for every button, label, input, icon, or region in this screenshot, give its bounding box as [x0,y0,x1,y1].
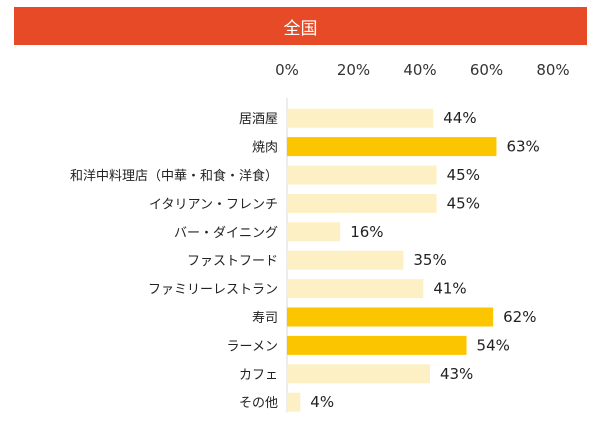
chart-title-bar: 全国 [14,7,587,45]
category-label: ファストフード [187,254,278,269]
category-label: 焼肉 [252,141,278,156]
category-label: その他 [239,396,278,411]
category-label: ファミリーレストラン [148,283,278,298]
bar [287,335,467,355]
category-label: 寿司 [252,311,278,326]
x-tick-label: 0% [275,61,299,79]
x-tick-label: 80% [536,61,569,79]
bar [287,222,341,242]
bar [287,307,494,327]
x-tick-label: 60% [470,61,503,79]
bar [287,364,430,384]
x-tick-label: 40% [403,61,436,79]
data-label: 45% [447,194,480,212]
data-label: 16% [350,223,383,241]
data-label: 41% [433,280,466,298]
category-label: 居酒屋 [239,112,278,127]
data-label: 62% [503,308,536,326]
bar [287,250,404,270]
bar [287,137,497,157]
bar [287,108,434,128]
data-label: 44% [443,109,476,127]
bar [287,165,437,185]
bar [287,392,301,412]
category-label: バー・ダイニング [174,226,278,241]
data-label: 35% [413,251,446,269]
data-label: 54% [477,336,510,354]
data-label: 4% [310,393,334,411]
category-label: カフェ [239,368,278,383]
category-label: 和洋中料理店（中華・和食・洋食） [70,168,278,184]
category-label: ラーメン [227,339,278,354]
data-label: 43% [440,365,473,383]
chart-title: 全国 [283,18,318,39]
data-label: 45% [447,166,480,184]
bar [287,279,424,299]
data-label: 63% [506,138,539,156]
bar [287,193,437,213]
category-label: イタリアン・フレンチ [149,197,278,212]
x-tick-label: 20% [337,61,370,79]
